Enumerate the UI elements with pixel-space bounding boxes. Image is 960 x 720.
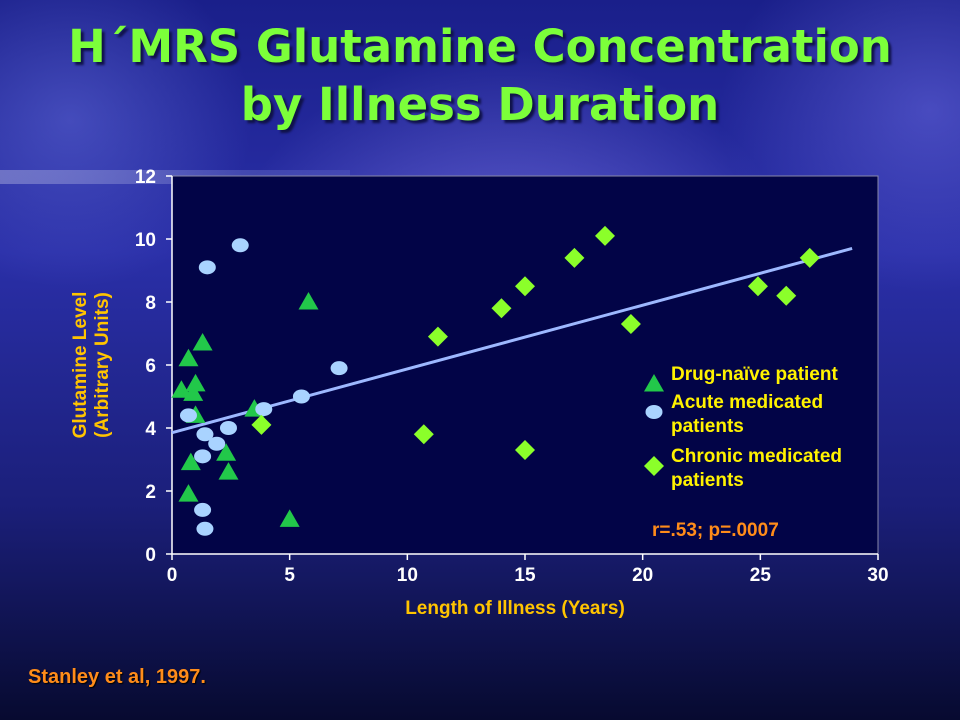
regression-line <box>171 247 853 435</box>
data-point-triangle <box>279 509 300 527</box>
legend-marker-diamond <box>644 456 664 476</box>
data-point-circle <box>198 260 216 275</box>
slide-title-line2: by Illness Duration <box>240 78 720 131</box>
data-point-triangle <box>218 462 239 480</box>
data-point-circle <box>219 421 237 435</box>
x-axis-title: Length of Illness (Years) <box>405 598 625 619</box>
data-point-circle <box>196 521 214 536</box>
data-point-circle <box>194 502 212 517</box>
data-point-diamond <box>515 440 535 461</box>
stats-annotation: r=.53; p=.0007 <box>652 520 779 541</box>
legend-marker-triangle <box>644 374 664 392</box>
y-tick-label: 8 <box>145 293 156 314</box>
data-point-triangle <box>183 383 204 401</box>
y-tick-label: 12 <box>135 167 156 188</box>
data-point-diamond <box>413 424 434 445</box>
y-tick-label: 4 <box>145 419 156 440</box>
legend-label: Acute medicated <box>671 392 823 413</box>
data-point-diamond <box>747 276 768 297</box>
y-tick-label: 10 <box>135 230 156 251</box>
slide-title-line1: H´MRS Glutamine Concentration <box>68 20 892 73</box>
legend-label: Drug-naïve patient <box>671 364 838 385</box>
x-tick-label: 25 <box>750 565 772 586</box>
data-point-triangle <box>185 373 206 392</box>
y-tick-label: 6 <box>145 356 156 377</box>
x-tick-label: 20 <box>632 565 653 586</box>
x-tick-label: 0 <box>167 565 178 586</box>
data-point-diamond <box>799 247 820 268</box>
data-point-diamond <box>564 247 585 268</box>
citation: Stanley et al, 1997. <box>28 666 206 688</box>
legend-label: patients <box>671 470 744 491</box>
data-point-triangle <box>216 443 237 461</box>
legend-label: patients <box>671 416 744 437</box>
data-point-circle <box>179 408 197 423</box>
y-tick-label: 2 <box>145 482 156 503</box>
legend-marker-circle <box>645 405 663 419</box>
data-point-triangle <box>298 292 319 310</box>
x-tick-label: 30 <box>867 565 888 586</box>
data-point-diamond <box>251 414 272 435</box>
data-point-circle <box>330 361 348 376</box>
data-point-diamond <box>620 314 641 335</box>
data-point-circle <box>196 427 214 442</box>
legend-label: Chronic medicated <box>671 446 842 467</box>
data-point-circle <box>231 238 249 253</box>
data-point-circle <box>292 389 310 404</box>
y-tick-label: 0 <box>145 545 156 566</box>
data-point-triangle <box>180 452 201 471</box>
data-point-triangle <box>178 484 199 502</box>
data-point-diamond <box>515 276 535 297</box>
y-axis-title: Glutamine Level(Arbitrary Units) <box>70 292 113 439</box>
data-point-triangle <box>192 332 213 351</box>
x-tick-label: 15 <box>514 565 536 586</box>
data-point-triangle <box>178 348 199 367</box>
data-point-triangle <box>171 380 192 398</box>
x-tick-label: 5 <box>284 565 295 586</box>
data-point-diamond <box>491 298 512 319</box>
data-point-diamond <box>595 225 616 246</box>
x-tick-label: 10 <box>397 565 418 586</box>
data-point-diamond <box>776 285 797 306</box>
data-point-diamond <box>427 326 448 347</box>
data-point-circle <box>194 449 212 464</box>
data-point-circle <box>255 402 273 417</box>
data-point-circle <box>208 436 226 451</box>
plot-area <box>171 175 879 555</box>
